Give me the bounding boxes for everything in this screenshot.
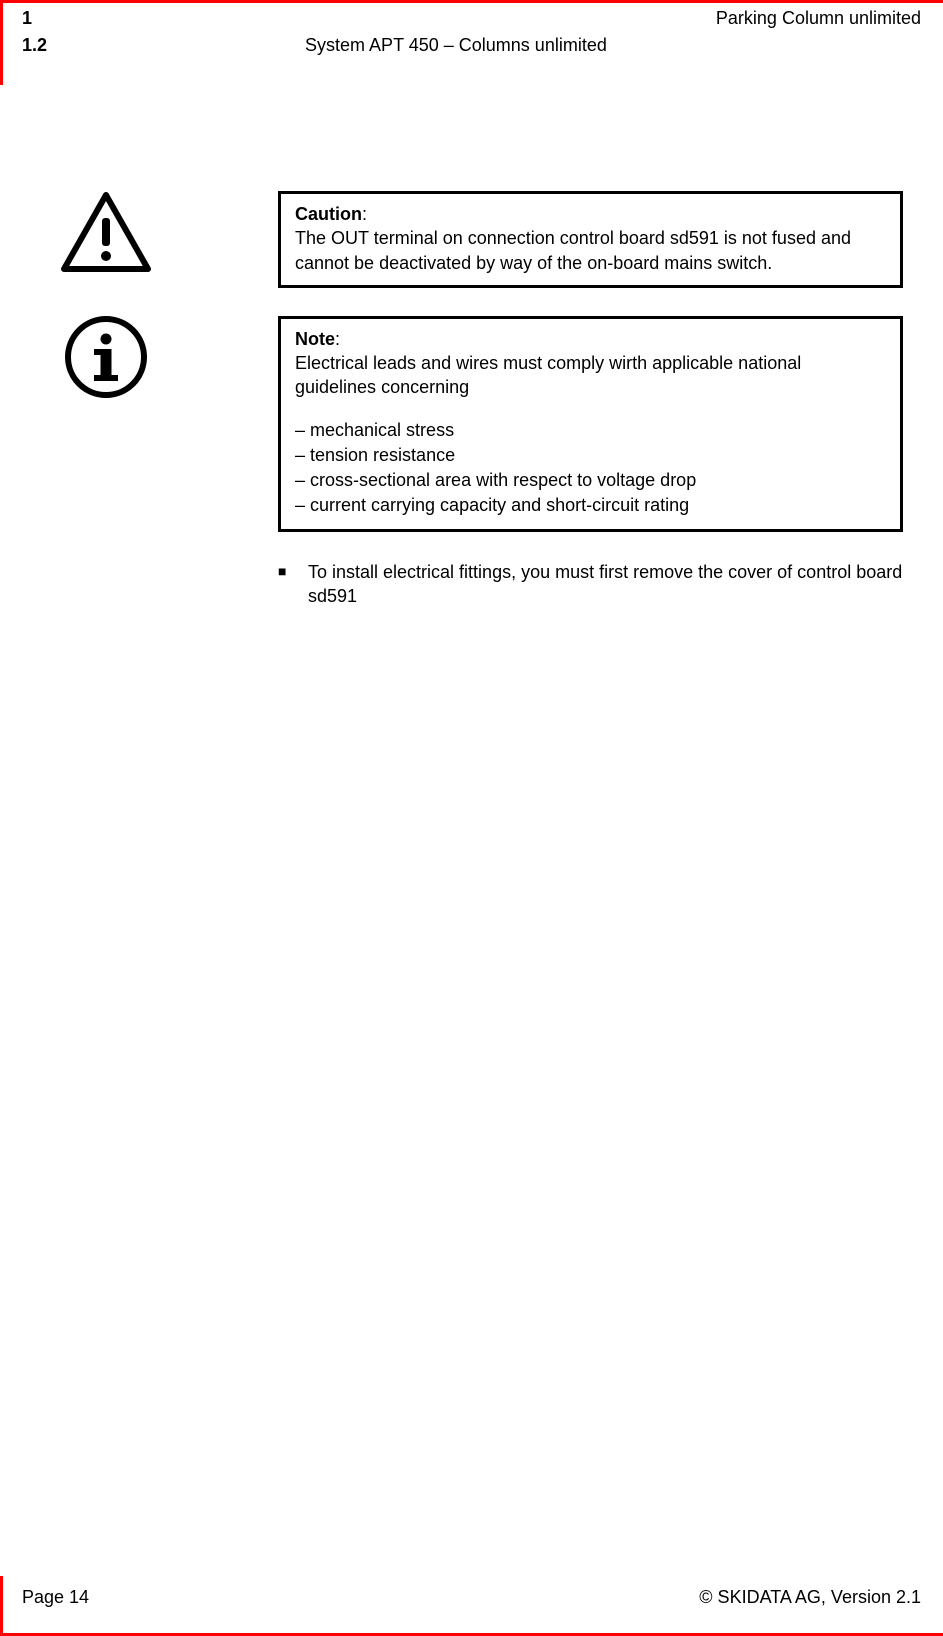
bullet-text: To install electrical fittings, you must…	[308, 560, 903, 609]
note-list: – mechanical stress – tension resistance…	[295, 418, 886, 519]
note-item-1: – tension resistance	[295, 443, 886, 468]
red-left-border	[0, 0, 3, 85]
note-block: Note: Electrical leads and wires must co…	[60, 316, 903, 532]
footer-page: Page 14	[22, 1587, 89, 1608]
note-item-3: – current carrying capacity and short-ci…	[295, 493, 886, 518]
note-label: Note	[295, 329, 335, 349]
red-bottom-left-border	[0, 1576, 3, 1636]
warning-icon	[60, 191, 152, 273]
footer-copyright: © SKIDATA AG, Version 2.1	[699, 1587, 921, 1608]
bullet-marker-icon: ■	[278, 560, 308, 609]
note-text-box: Note: Electrical leads and wires must co…	[278, 316, 903, 532]
note-intro: Electrical leads and wires must comply w…	[295, 353, 801, 397]
bullet-item: ■ To install electrical fittings, you mu…	[60, 560, 903, 609]
section-number-2: 1.2	[22, 35, 47, 56]
caution-text: The OUT terminal on connection control b…	[295, 228, 851, 272]
header-title: Parking Column unlimited	[716, 8, 921, 29]
header-row-2: 1.2 System APT 450 – Columns unlimited	[22, 35, 921, 56]
caution-text-box: Caution: The OUT terminal on connection …	[278, 191, 903, 288]
caution-label: Caution	[295, 204, 362, 224]
page-footer: Page 14 © SKIDATA AG, Version 2.1	[22, 1587, 921, 1608]
header-subtitle: System APT 450 – Columns unlimited	[305, 35, 607, 56]
note-icon-column	[60, 316, 278, 398]
page-header: 1 Parking Column unlimited 1.2 System AP…	[0, 0, 943, 56]
red-top-border	[0, 0, 943, 3]
caution-icon-column	[60, 191, 278, 273]
caution-block: Caution: The OUT terminal on connection …	[60, 191, 903, 288]
content-area: Caution: The OUT terminal on connection …	[0, 56, 943, 608]
section-number-1: 1	[22, 8, 32, 29]
header-row-1: 1 Parking Column unlimited	[22, 8, 921, 29]
info-icon	[60, 316, 152, 398]
note-item-2: – cross-sectional area with respect to v…	[295, 468, 886, 493]
note-item-0: – mechanical stress	[295, 418, 886, 443]
